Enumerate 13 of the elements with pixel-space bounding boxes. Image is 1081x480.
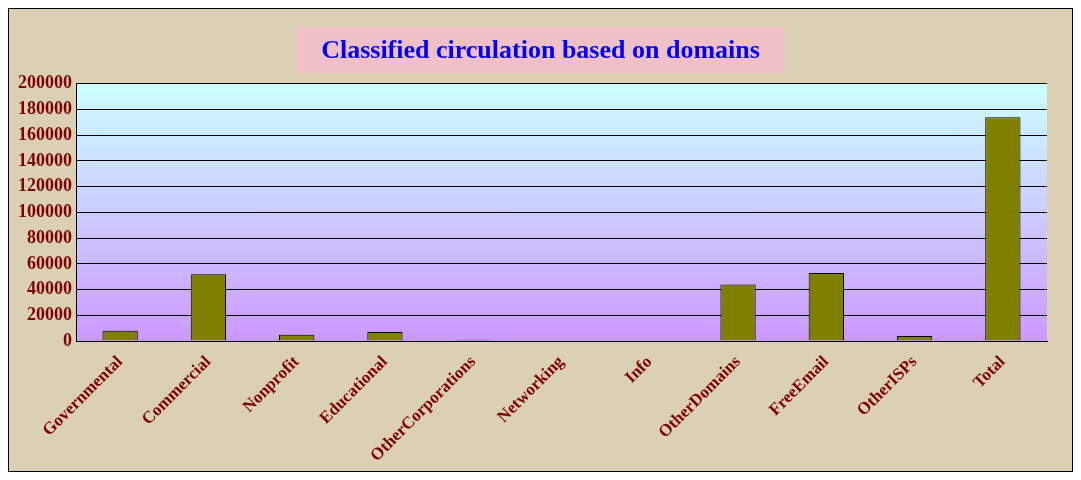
x-tick-label: Info [620,351,656,387]
y-tick-label: 180000 [18,98,72,119]
y-tick-label: 160000 [18,123,72,144]
y-tick-label: 0 [63,329,72,350]
y-tick-label: 60000 [27,252,72,273]
y-tick-label: 200000 [18,72,72,93]
y-tick-label: 40000 [27,278,72,299]
y-tick-label: 140000 [18,149,72,170]
y-tick-label: 120000 [18,175,72,196]
chart-title: Classified circulation based on domains [297,27,784,73]
y-tick-label: 100000 [18,201,72,222]
y-tick-label: 20000 [27,304,72,325]
y-tick-label: 80000 [27,226,72,247]
